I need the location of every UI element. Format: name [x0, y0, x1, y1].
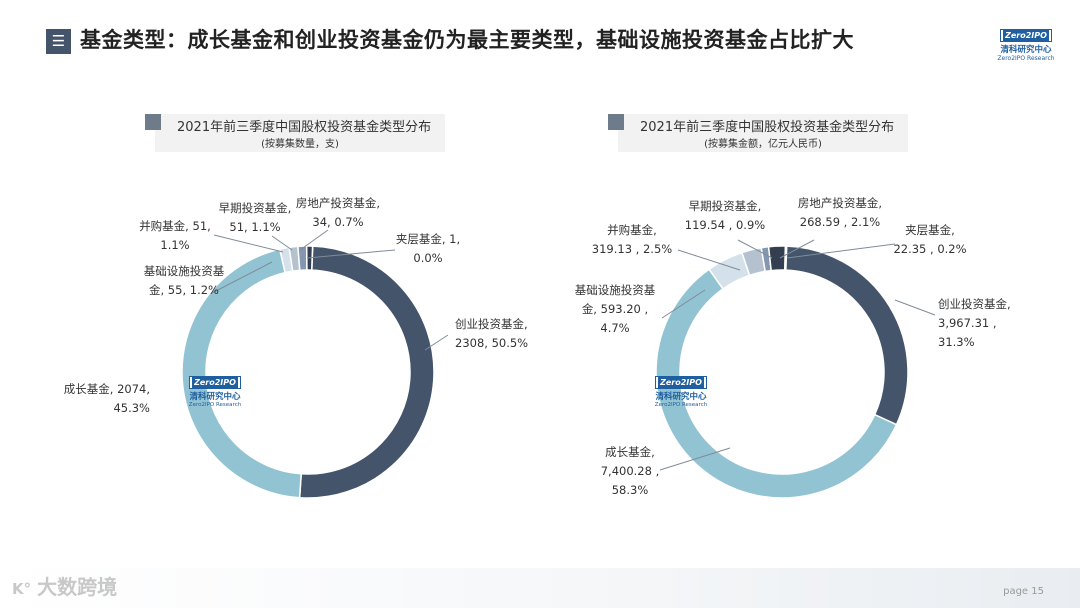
- data-label-mezzanine-line2: 22.35 , 0.2%: [893, 242, 966, 256]
- slice-growth: [655, 268, 898, 499]
- data-label-early-line2: 51, 1.1%: [229, 220, 280, 234]
- data-label-real_estate-line2: 34, 0.7%: [312, 215, 363, 229]
- chart1-logo-en: Zero2IPO Research: [188, 402, 242, 408]
- chart2-logo-wordmark: Zero2IPO: [655, 376, 707, 389]
- leader-line-growth: [659, 447, 731, 471]
- leader-line-venture: [894, 299, 936, 316]
- data-label-venture-line2: 3,967.31 ,: [938, 316, 997, 330]
- leader-line-venture: [424, 334, 449, 351]
- data-label-real_estate-line1: 房地产投资基金,: [296, 196, 380, 210]
- chart1-title-box: 2021年前三季度中国股权投资基金类型分布 (按募集数量，支): [145, 114, 445, 152]
- data-label-venture-line1: 创业投资基金,: [455, 317, 528, 331]
- chart2-logo-cn: 清科研究中心: [655, 392, 707, 402]
- data-label-mna-line2: 1.1%: [160, 238, 189, 252]
- donut-chart-by-count: 创业投资基金, 2308, 50.5% 成长基金, 2074, 45.3% 基础设施投资…: [64, 196, 528, 499]
- chart2-logo-en: Zero2IPO Research: [654, 402, 708, 408]
- chart1-logo-cn: 清科研究中心: [189, 392, 241, 402]
- watermark-text: 大数跨境: [37, 575, 118, 599]
- data-label-mna-line1: 并购基金,: [607, 223, 657, 237]
- data-label-venture-line1: 创业投资基金,: [938, 297, 1011, 311]
- data-label-infrastructure-line1: 基础设施投资基: [575, 283, 656, 297]
- data-label-real_estate-line1: 房地产投资基金,: [798, 196, 882, 210]
- leader-line-infrastructure: [661, 289, 706, 319]
- leader-line-mezzanine: [786, 243, 896, 259]
- logo-en-name: Zero2IPO Research: [997, 55, 1055, 62]
- footer-band: [0, 568, 1080, 608]
- chart2-title-box: 2021年前三季度中国股权投资基金类型分布 (按募集金额，亿元人民币): [608, 114, 908, 152]
- data-label-venture-line3: 31.3%: [938, 335, 975, 349]
- leader-line-real_estate: [299, 229, 329, 251]
- logo-wordmark: Zero2IPO: [1000, 29, 1052, 42]
- leader-line-mna: [213, 234, 284, 253]
- leader-line-infrastructure: [211, 261, 273, 294]
- page-number: page 15: [1003, 586, 1044, 597]
- chart2-title-marker: [608, 114, 624, 130]
- chart2-center-logo: Zero2IPO 清科研究中心 Zero2IPO Research: [652, 370, 710, 408]
- data-label-mezzanine-line1: 夹层基金, 1,: [396, 232, 460, 246]
- data-label-real_estate-line2: 268.59 , 2.1%: [800, 215, 880, 229]
- chart1-subtitle: (按募集数量，支): [261, 139, 339, 150]
- chart1-center-logo: Zero2IPO 清科研究中心 Zero2IPO Research: [186, 370, 244, 408]
- data-label-mna-line1: 并购基金, 51,: [139, 219, 211, 233]
- slice-real_estate: [767, 245, 787, 272]
- slice-early: [297, 245, 308, 272]
- data-label-mna-line2: 319.13 , 2.5%: [592, 242, 672, 256]
- slice-venture: [298, 245, 435, 499]
- page-title: 基金类型：成长基金和创业投资基金仍为最主要类型，基础设施投资基金占比扩大: [80, 28, 854, 52]
- leader-line-real_estate: [779, 239, 815, 259]
- data-label-venture-line2: 2308, 50.5%: [455, 336, 528, 350]
- leader-line-mna: [677, 249, 741, 271]
- data-label-growth-line2: 7,400.28 ,: [601, 464, 660, 478]
- data-label-early-line1: 早期投资基金,: [219, 201, 292, 215]
- chart1-logo-wordmark: Zero2IPO: [189, 376, 241, 389]
- data-label-growth-line3: 58.3%: [612, 483, 649, 497]
- donut-chart-by-amount: 创业投资基金, 3,967.31 , 31.3% 成长基金, 7,400.28 , 58.…: [575, 196, 1011, 499]
- leader-line-early: [737, 239, 773, 259]
- chart2-subtitle: (按募集金额，亿元人民币): [704, 139, 822, 150]
- data-label-infrastructure-line2: 金, 593.20 ,: [582, 302, 648, 316]
- data-label-infrastructure-line2: 金, 55, 1.2%: [149, 283, 219, 297]
- chart1-title-marker: [145, 114, 161, 130]
- menu-lines-icon: ☰: [46, 29, 71, 54]
- chart2-title: 2021年前三季度中国股权投资基金类型分布: [640, 120, 895, 135]
- data-label-growth-line2: 45.3%: [113, 401, 150, 415]
- data-label-infrastructure-line1: 基础设施投资基: [144, 264, 225, 278]
- data-label-mezzanine-line2: 0.0%: [413, 251, 442, 265]
- zero2ipo-logo: Zero2IPO 清科研究中心 Zero2IPO Research: [996, 23, 1056, 62]
- data-label-early-line2: 119.54 , 0.9%: [685, 218, 765, 232]
- data-label-infrastructure-line3: 4.7%: [600, 321, 629, 335]
- watermark-logo-icon: K°: [12, 580, 32, 598]
- slice-venture: [785, 245, 909, 426]
- logo-cn-name: 清科研究中心: [1000, 45, 1052, 55]
- data-label-early-line1: 早期投资基金,: [689, 199, 762, 213]
- watermark: K° 大数跨境: [12, 571, 117, 600]
- chart1-title: 2021年前三季度中国股权投资基金类型分布: [177, 120, 432, 135]
- leader-line-early: [271, 235, 293, 251]
- leader-line-mezzanine: [306, 249, 396, 259]
- data-label-growth-line1: 成长基金, 2074,: [64, 382, 150, 396]
- data-label-growth-line1: 成长基金,: [605, 445, 655, 459]
- data-label-mezzanine-line1: 夹层基金,: [905, 223, 955, 237]
